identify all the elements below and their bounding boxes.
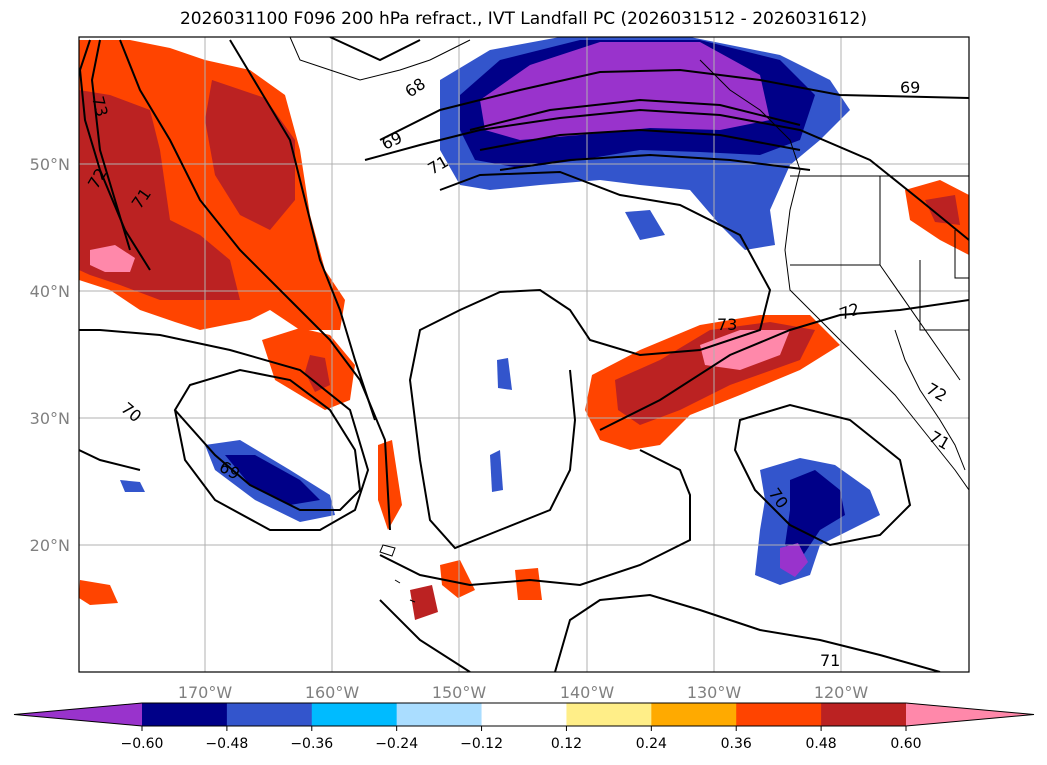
colorbar-tick-label: 0.60 bbox=[890, 736, 921, 752]
lon-label: 140°W bbox=[560, 683, 615, 702]
contour-72-west bbox=[90, 39, 131, 251]
colorbar-segment bbox=[226, 703, 313, 726]
colorbar-segment bbox=[821, 703, 907, 726]
positive-anomaly-small-1 bbox=[79, 580, 118, 605]
positive-anomaly-nw-inner bbox=[79, 90, 240, 300]
contour-69-sw bbox=[173, 368, 362, 511]
contour-label: 71 bbox=[926, 427, 953, 454]
contour-layer bbox=[79, 37, 969, 672]
negative-anomaly-ne-core bbox=[480, 42, 770, 140]
lon-label: 120°W bbox=[814, 683, 869, 702]
colorbar-tick-label: 0.24 bbox=[636, 736, 667, 752]
positive-anomaly-small-2 bbox=[410, 585, 438, 620]
negative-anomaly-se-dark bbox=[785, 470, 845, 560]
colorbar-tick-label: 0.12 bbox=[551, 736, 582, 752]
contour-label: 68 bbox=[401, 74, 429, 101]
contour-70-east bbox=[733, 403, 912, 547]
colorbar-extend-low bbox=[14, 703, 142, 726]
colorbar-segment bbox=[736, 703, 822, 726]
lon-label: 130°W bbox=[687, 683, 742, 702]
lat-label: 40°N bbox=[30, 282, 70, 301]
colorbar-segment bbox=[481, 703, 567, 726]
colorbar-tick-label: −0.12 bbox=[460, 736, 503, 752]
colorbar-segment bbox=[651, 703, 737, 726]
contour-label: 72 bbox=[923, 379, 950, 406]
colorbar-segment bbox=[311, 703, 398, 726]
anomaly-fill-layer bbox=[79, 37, 969, 620]
lat-label: 50°N bbox=[30, 155, 70, 174]
colorbar-tick-label: 0.36 bbox=[721, 736, 752, 752]
negative-anomaly-small-1 bbox=[625, 210, 665, 240]
positive-anomaly-nw-orange-rim bbox=[205, 80, 295, 230]
negative-anomaly-small-3 bbox=[490, 450, 503, 492]
positive-anomaly-mid-inner bbox=[305, 355, 330, 392]
contour-south bbox=[379, 449, 691, 587]
graticule bbox=[79, 37, 969, 672]
colorbar-tick-label: −0.60 bbox=[121, 736, 164, 752]
negative-anomaly-sw-core bbox=[225, 455, 320, 505]
lat-label: 30°N bbox=[30, 409, 70, 428]
positive-anomaly-small-3 bbox=[440, 560, 475, 598]
positive-anomaly-small-5 bbox=[378, 440, 402, 530]
contour-label: 73 bbox=[88, 94, 112, 119]
contour-jet-2 bbox=[479, 128, 801, 151]
colorbar-tick-label: −0.48 bbox=[205, 736, 248, 752]
negative-anomaly-se-core bbox=[780, 543, 808, 577]
contour-73-west bbox=[79, 39, 151, 271]
contour-68 bbox=[329, 37, 421, 62]
contour-71-mid bbox=[364, 108, 969, 241]
baja-california-coast bbox=[894, 329, 966, 471]
contour-label: 70 bbox=[117, 399, 145, 427]
lon-label: 150°W bbox=[432, 683, 487, 702]
colorbar-tick-label: −0.36 bbox=[290, 736, 333, 752]
contour-label: 73 bbox=[717, 315, 737, 334]
colorbar: −0.60 −0.48 −0.36 −0.24 −0.12 0.12 0.24 0.36 0.4… bbox=[13, 702, 1035, 752]
contour-70-west bbox=[79, 329, 370, 531]
colorbar-tick-label: 0.48 bbox=[806, 736, 837, 752]
contour-69-northwest bbox=[229, 39, 376, 421]
contour-south-west bbox=[79, 449, 471, 672]
positive-anomaly-nw-core bbox=[90, 245, 135, 272]
contour-loop-central bbox=[408, 170, 772, 550]
colorbar-extend-high bbox=[906, 703, 1034, 726]
colorbar-segment bbox=[142, 703, 228, 726]
contour-69-mid bbox=[379, 68, 969, 141]
positive-anomaly-small-4 bbox=[515, 568, 542, 600]
map-frame bbox=[78, 36, 970, 673]
hawaii-islands bbox=[379, 544, 416, 603]
contour-jet-1 bbox=[469, 98, 801, 131]
contour-71-south bbox=[554, 593, 941, 672]
latitude-labels: 20°N 30°N 40°N 50°N bbox=[30, 155, 70, 555]
colorbar-segment bbox=[566, 703, 652, 726]
lon-label: 170°W bbox=[178, 683, 233, 702]
positive-anomaly-east-far-inner bbox=[925, 195, 960, 225]
negative-anomaly-small-4 bbox=[120, 480, 145, 492]
negative-anomaly-small-2 bbox=[497, 358, 512, 390]
map-title: 2026031100 F096 200 hPa refract., IVT La… bbox=[179, 9, 867, 29]
contour-label: 69 bbox=[900, 78, 920, 97]
contour-72-east bbox=[599, 299, 969, 431]
us-state-borders bbox=[790, 176, 969, 381]
lon-label: 160°W bbox=[305, 683, 360, 702]
contour-label: 71 bbox=[820, 651, 840, 670]
colorbar-segment bbox=[396, 703, 483, 726]
lat-label: 20°N bbox=[30, 536, 70, 555]
colorbar-tick-label: −0.24 bbox=[375, 736, 418, 752]
contour-jet-3 bbox=[499, 153, 811, 171]
longitude-labels: 170°W 160°W 150°W 140°W 130°W 120°W bbox=[178, 683, 869, 702]
